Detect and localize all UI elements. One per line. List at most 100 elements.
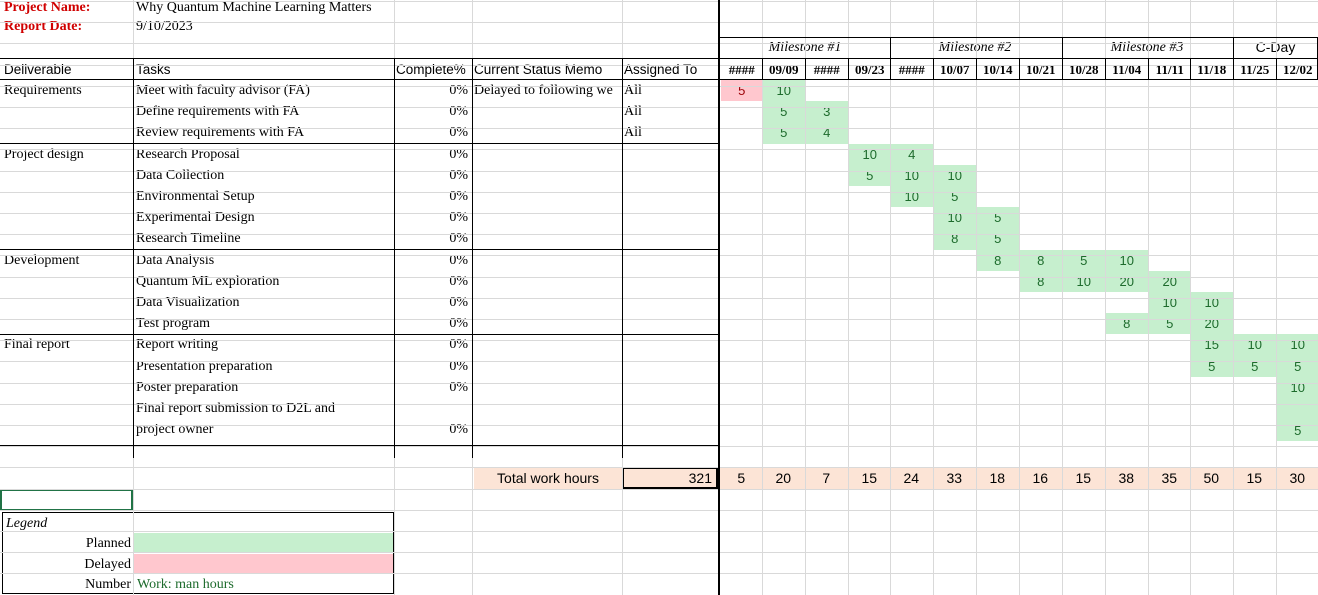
task-cell[interactable]: Report writing	[136, 337, 219, 353]
weekly-total-cell[interactable]: 33	[933, 467, 976, 489]
assigned-to-cell[interactable]	[624, 398, 716, 419]
assigned-to-cell[interactable]	[624, 356, 716, 377]
task-cell[interactable]: Define requirements with FA	[136, 104, 300, 120]
weekly-total-cell[interactable]: 15	[1062, 467, 1105, 489]
status-memo-cell[interactable]	[474, 250, 621, 271]
deliverable-cell[interactable]	[4, 271, 132, 292]
deliverable-cell[interactable]: Development	[4, 252, 80, 268]
weekly-total-cell[interactable]: 38	[1105, 467, 1148, 489]
assigned-to-cell[interactable]	[624, 228, 716, 249]
planned-hours-cell[interactable]: 10	[1063, 270, 1105, 292]
deliverable-cell[interactable]	[4, 377, 132, 398]
selected-cell[interactable]	[0, 489, 133, 511]
complete-percent-cell[interactable]: 0%	[449, 358, 468, 374]
complete-percent-cell[interactable]: 0%	[449, 125, 468, 141]
planned-hours-cell[interactable]: 5	[977, 228, 1019, 250]
complete-percent-cell[interactable]: 0%	[449, 231, 468, 247]
planned-hours-cell[interactable]: 5	[1191, 355, 1233, 377]
deliverable-cell[interactable]	[4, 186, 132, 207]
planned-hours-cell[interactable]: 5	[763, 101, 805, 123]
status-memo-cell[interactable]	[474, 356, 621, 377]
total-work-hours-value[interactable]: 321	[622, 467, 718, 489]
complete-percent-cell[interactable]: 0%	[449, 316, 468, 332]
task-cell[interactable]: Review requirements with FA	[136, 125, 305, 141]
planned-hours-cell[interactable]: 15	[1191, 334, 1233, 356]
complete-percent-cell[interactable]: 0%	[449, 104, 468, 120]
task-cell[interactable]: Data Collection	[136, 167, 225, 183]
task-cell[interactable]: Data Visualization	[136, 295, 240, 310]
task-cell[interactable]: Test program	[136, 316, 211, 332]
deliverable-cell[interactable]	[4, 207, 132, 228]
planned-hours-cell[interactable]: 10	[763, 80, 805, 102]
planned-hours-cell[interactable]: 10	[934, 164, 976, 186]
weekly-total-cell[interactable]: 24	[890, 467, 933, 489]
planned-hours-cell[interactable]: 20	[1149, 270, 1191, 292]
weekly-total-cell[interactable]: 16	[1019, 467, 1062, 489]
planned-hours-cell[interactable]: 4	[806, 122, 848, 144]
planned-hours-cell[interactable]: 5	[763, 122, 805, 144]
status-memo-cell[interactable]	[474, 101, 621, 122]
complete-percent-cell[interactable]: 0%	[449, 146, 468, 162]
complete-percent-cell[interactable]: 0%	[449, 422, 468, 437]
assigned-to-cell[interactable]: All	[624, 125, 642, 141]
planned-hours-cell[interactable]: 5	[1234, 355, 1276, 377]
task-cell[interactable]: Presentation preparation	[136, 358, 273, 374]
assigned-to-cell[interactable]	[624, 186, 716, 207]
planned-hours-cell[interactable]: 5	[977, 207, 1019, 229]
weekly-total-cell[interactable]: 18	[976, 467, 1019, 489]
weekly-total-cell[interactable]: 7	[805, 467, 848, 489]
deliverable-cell[interactable]: Requirements	[4, 83, 82, 98]
planned-hours-cell[interactable]: 8	[934, 228, 976, 250]
planned-hours-cell[interactable]: 5	[849, 164, 891, 186]
complete-percent-cell[interactable]: 0%	[449, 337, 468, 353]
status-memo-cell[interactable]	[474, 186, 621, 207]
complete-percent-cell[interactable]: 0%	[449, 83, 468, 98]
delayed-hours-cell[interactable]: 5	[721, 80, 763, 102]
planned-hours-cell[interactable]: 10	[1106, 249, 1148, 271]
deliverable-cell[interactable]: Project design	[4, 146, 84, 162]
planned-hours-cell[interactable]: 5	[1063, 249, 1105, 271]
report-date-value[interactable]: 9/10/2023	[136, 19, 193, 34]
planned-hours-cell[interactable]: 5	[1277, 355, 1318, 377]
planned-hours-cell[interactable]: 10	[1277, 376, 1318, 398]
assigned-to-cell[interactable]	[624, 292, 716, 313]
assigned-to-cell[interactable]	[624, 334, 716, 355]
task-cell[interactable]: Data Analysis	[136, 252, 215, 268]
complete-percent-cell[interactable]: 0%	[449, 210, 468, 226]
status-memo-cell[interactable]	[474, 207, 621, 228]
status-memo-cell[interactable]	[474, 377, 621, 398]
deliverable-cell[interactable]	[4, 228, 132, 249]
deliverable-cell[interactable]	[4, 313, 132, 334]
assigned-to-cell[interactable]: All	[624, 104, 642, 120]
task-cell[interactable]: Research Proposal	[136, 146, 240, 162]
complete-percent-cell[interactable]: 0%	[449, 189, 468, 204]
project-name-value[interactable]: Why Quantum Machine Learning Matters	[136, 0, 372, 15]
weekly-total-cell[interactable]: 50	[1190, 467, 1233, 489]
planned-hours-cell[interactable]: 20	[1106, 270, 1148, 292]
weekly-total-cell[interactable]: 35	[1148, 467, 1191, 489]
planned-hours-cell[interactable]: 10	[891, 164, 933, 186]
planned-hours-cell[interactable]: 4	[891, 143, 933, 165]
task-cell[interactable]: Meet with faculty advisor (FA)	[136, 83, 310, 98]
status-memo-cell[interactable]	[474, 292, 621, 313]
deliverable-cell[interactable]	[4, 398, 132, 419]
planned-hours-cell[interactable]: 8	[1020, 270, 1062, 292]
task-cell-continued[interactable]: project owner	[136, 422, 214, 437]
deliverable-cell[interactable]	[4, 122, 132, 143]
assigned-to-cell[interactable]	[624, 271, 716, 292]
task-cell[interactable]: Experimental Design	[136, 210, 255, 226]
assigned-to-cell[interactable]: All	[624, 83, 642, 98]
task-cell[interactable]: Environmental Setup	[136, 189, 255, 204]
planned-hours-cell[interactable]: 5	[1277, 398, 1318, 441]
assigned-to-cell[interactable]	[624, 313, 716, 334]
complete-percent-cell[interactable]: 0%	[449, 167, 468, 183]
planned-hours-cell[interactable]: 5	[1149, 313, 1191, 335]
planned-hours-cell[interactable]: 8	[1106, 313, 1148, 335]
planned-hours-cell[interactable]: 10	[934, 207, 976, 229]
deliverable-cell[interactable]	[4, 165, 132, 186]
weekly-total-cell[interactable]: 5	[720, 467, 763, 489]
planned-hours-cell[interactable]: 8	[1020, 249, 1062, 271]
status-memo-cell[interactable]	[474, 122, 621, 143]
planned-hours-cell[interactable]: 5	[934, 186, 976, 208]
weekly-total-cell[interactable]: 20	[762, 467, 805, 489]
